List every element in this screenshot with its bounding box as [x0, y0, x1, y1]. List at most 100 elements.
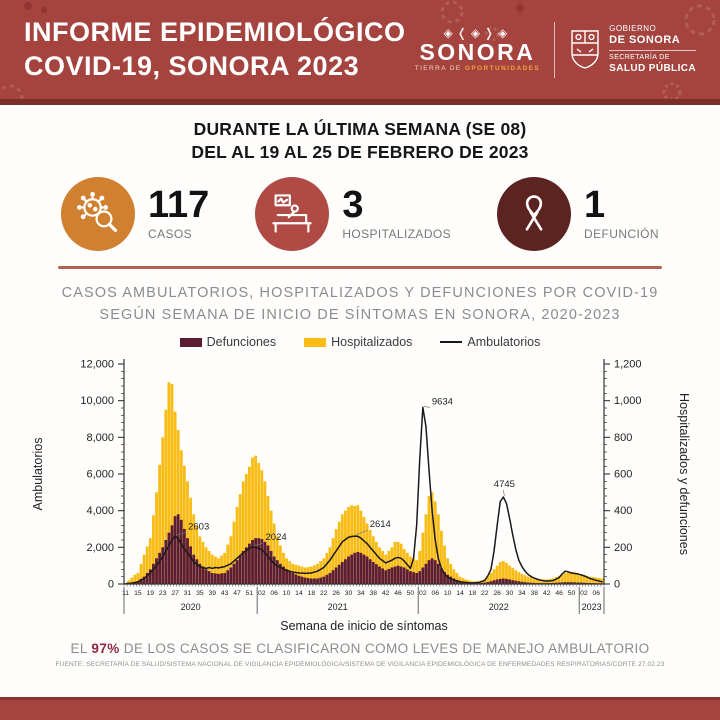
svg-text:18: 18 — [469, 590, 477, 597]
hospitalizados-value: 3 — [342, 184, 364, 226]
svg-text:9634: 9634 — [432, 397, 453, 408]
defuncion-value: 1 — [584, 184, 606, 226]
chart-legend: Defunciones Hospitalizados Ambulatorios — [0, 335, 720, 349]
svg-text:2603: 2603 — [188, 522, 209, 533]
svg-text:10: 10 — [283, 590, 291, 597]
svg-text:39: 39 — [208, 590, 216, 597]
svg-text:0: 0 — [108, 579, 114, 591]
casos-value: 117 — [148, 184, 210, 226]
svg-text:1,000: 1,000 — [614, 396, 642, 408]
stat-defuncion: 1 DEFUNCIÓN — [497, 176, 659, 251]
page-title-line1: INFORME EPIDEMIOLÓGICO — [24, 16, 406, 47]
chart-title: CASOS AMBULATORIOS, HOSPITALIZADOS Y DEF… — [0, 282, 720, 327]
gov-line1: GOBIERNO — [609, 24, 657, 34]
gov-line2: DE SONORA — [609, 34, 696, 52]
svg-text:15: 15 — [134, 590, 142, 597]
svg-text:34: 34 — [518, 590, 526, 597]
svg-text:38: 38 — [370, 590, 378, 597]
svg-text:27: 27 — [171, 590, 179, 597]
svg-text:30: 30 — [345, 590, 353, 597]
page-title: INFORME EPIDEMIOLÓGICO COVID-19, SONORA … — [24, 16, 415, 84]
report-header: INFORME EPIDEMIOLÓGICO COVID-19, SONORA … — [0, 0, 720, 105]
week-banner: DURANTE LA ÚLTIMA SEMANA (SE 08) DEL AL … — [0, 118, 720, 164]
svg-text:06: 06 — [431, 590, 439, 597]
hospital-bed-icon — [272, 193, 312, 233]
svg-text:22: 22 — [320, 590, 328, 597]
svg-text:19: 19 — [147, 590, 155, 597]
svg-text:06: 06 — [592, 590, 600, 597]
logo-divider — [554, 21, 556, 78]
svg-text:2614: 2614 — [370, 520, 391, 531]
defunciones-swatch — [179, 337, 202, 347]
svg-text:2,000: 2,000 — [86, 542, 114, 554]
svg-text:02: 02 — [580, 590, 588, 597]
defuncion-circle — [497, 176, 572, 251]
svg-text:18: 18 — [308, 590, 316, 597]
hospitalizados-swatch — [304, 337, 327, 347]
legend-defunciones: Defunciones — [179, 335, 277, 350]
svg-text:31: 31 — [184, 590, 192, 597]
svg-text:42: 42 — [382, 590, 390, 597]
header-logos: ◈❬◈❭◈ SONORA TIERRA DE OPORTUNIDADES — [415, 21, 696, 78]
svg-text:02: 02 — [419, 590, 427, 597]
stat-hospitalizados: 3 HOSPITALIZADOS — [255, 176, 451, 251]
svg-text:46: 46 — [394, 590, 402, 597]
svg-text:Ambulatorios: Ambulatorios — [31, 438, 45, 511]
legend-ambulatorios: Ambulatorios — [440, 335, 540, 349]
svg-text:43: 43 — [221, 590, 229, 597]
svg-text:11: 11 — [122, 590, 129, 597]
svg-text:600: 600 — [614, 469, 632, 481]
svg-text:14: 14 — [456, 590, 464, 597]
svg-text:1,200: 1,200 — [614, 359, 642, 371]
svg-text:4,000: 4,000 — [86, 506, 114, 518]
svg-text:50: 50 — [568, 590, 576, 597]
legend-hospitalizados-label: Hospitalizados — [331, 335, 413, 350]
footnote-suffix: DE LOS CASOS SE CLASIFICARON COMO LEVES … — [119, 641, 650, 657]
svg-text:30: 30 — [506, 590, 514, 597]
weekly-stats-row: 117 CASOS — [0, 176, 720, 251]
gov-line4: SALUD PÚBLICA — [609, 62, 696, 74]
hospitalizados-text: 3 HOSPITALIZADOS — [342, 186, 451, 241]
legend-defunciones-label: Defunciones — [206, 335, 277, 350]
svg-text:2020: 2020 — [181, 602, 201, 612]
svg-text:800: 800 — [614, 432, 632, 444]
svg-text:06: 06 — [270, 590, 278, 597]
svg-text:200: 200 — [614, 542, 632, 554]
svg-text:51: 51 — [246, 590, 254, 597]
svg-text:10,000: 10,000 — [80, 396, 114, 408]
svg-text:Hospitalizados y defunciones: Hospitalizados y defunciones — [677, 393, 691, 555]
casos-text: 117 CASOS — [148, 186, 209, 241]
svg-text:50: 50 — [407, 590, 415, 597]
casos-circle — [61, 176, 135, 251]
state-shield-icon — [571, 30, 599, 70]
sonora-logo: ◈❬◈❭◈ SONORA TIERRA DE OPORTUNIDADES — [415, 27, 540, 72]
footnote-percent: 97% — [91, 641, 120, 657]
svg-text:400: 400 — [614, 506, 632, 518]
svg-text:02: 02 — [258, 590, 266, 597]
svg-text:34: 34 — [357, 590, 365, 597]
week-banner-line1: DURANTE LA ÚLTIMA SEMANA (SE 08) — [193, 119, 527, 139]
sonora-logo-wordmark: SONORA — [419, 38, 536, 65]
stat-casos: 117 CASOS — [61, 176, 209, 251]
svg-text:26: 26 — [332, 590, 340, 597]
legend-hospitalizados: Hospitalizados — [304, 335, 412, 349]
hospitalizados-label: HOSPITALIZADOS — [342, 227, 452, 241]
page-title-line2: COVID-19, SONORA 2023 — [24, 50, 360, 81]
svg-text:35: 35 — [196, 590, 204, 597]
gobierno-sonora-logo: GOBIERNO DE SONORA SECRETARÍA DE SALUD P… — [569, 24, 696, 74]
svg-text:4745: 4745 — [494, 479, 515, 490]
svg-text:14: 14 — [295, 590, 303, 597]
sonora-logo-tagline: TIERRA DE OPORTUNIDADES — [414, 65, 541, 73]
combo-chart: 0 2,000 4,000 6,000 8,000 10,000 12,000 0 200 400… — [31, 359, 691, 634]
svg-text:0: 0 — [614, 579, 620, 591]
svg-text:12,000: 12,000 — [80, 359, 114, 371]
ambulatorios-swatch — [440, 341, 463, 344]
svg-text:22: 22 — [481, 590, 489, 597]
chart-title-line2: SEGÚN SEMANA DE INICIO DE SÍNTOMAS EN SO… — [99, 306, 621, 323]
hospitalizados-circle — [255, 176, 330, 251]
chart-title-line1: CASOS AMBULATORIOS, HOSPITALIZADOS Y DEF… — [61, 284, 659, 301]
source-line: FUENTE: SECRETARÍA DE SALUD/SISTEMA NACI… — [55, 661, 665, 669]
svg-text:2023: 2023 — [582, 602, 602, 612]
chart-area: 0 2,000 4,000 6,000 8,000 10,000 12,000 0 200 400… — [0, 352, 720, 636]
